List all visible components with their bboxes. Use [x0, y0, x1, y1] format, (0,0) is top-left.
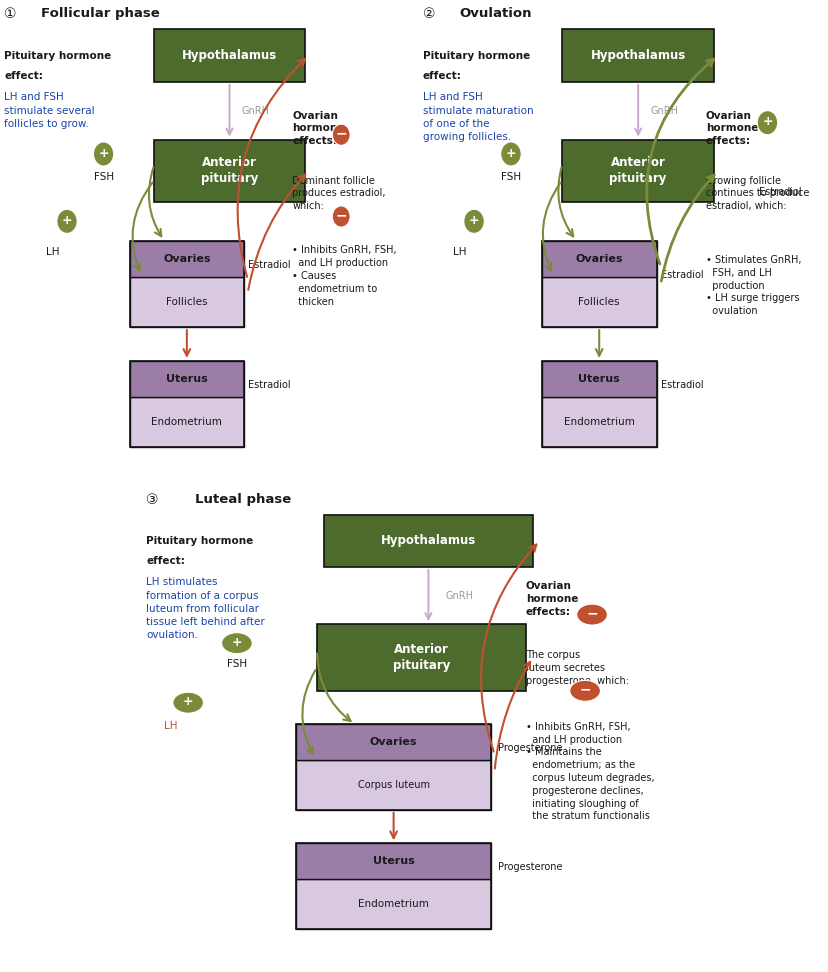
Text: Estradiol: Estradiol [660, 380, 702, 390]
Text: FSH: FSH [500, 172, 521, 183]
Text: Anterior
pituitary: Anterior pituitary [609, 156, 666, 186]
Circle shape [463, 209, 484, 233]
Circle shape [221, 633, 252, 653]
Text: Pituitary hormone: Pituitary hormone [4, 51, 111, 60]
Text: Uterus: Uterus [373, 856, 414, 866]
Text: Growing follicle
continues to produce
estradiol, which:: Growing follicle continues to produce es… [705, 176, 808, 211]
Text: Estradiol: Estradiol [248, 380, 290, 390]
Text: Anterior
pituitary: Anterior pituitary [392, 642, 450, 672]
Text: • Inhibits GnRH, FSH,
  and LH production
• Maintains the
  endometrium; as the
: • Inhibits GnRH, FSH, and LH production … [525, 722, 654, 821]
Text: LH stimulates
formation of a corpus
luteum from follicular
tissue left behind af: LH stimulates formation of a corpus lute… [147, 577, 265, 641]
Text: Hypothalamus: Hypothalamus [181, 49, 277, 62]
Text: Ovarian
hormone
effects:: Ovarian hormone effects: [292, 111, 344, 146]
Text: Ovaries: Ovaries [575, 254, 622, 263]
Text: LH: LH [46, 247, 60, 257]
Text: Dominant follicle
produces estradiol,
which:: Dominant follicle produces estradiol, wh… [292, 176, 386, 211]
Text: effect:: effect: [4, 71, 43, 81]
Text: FSH: FSH [94, 172, 113, 183]
Text: Uterus: Uterus [166, 374, 208, 384]
Text: Endometrium: Endometrium [563, 417, 634, 428]
FancyBboxPatch shape [154, 140, 304, 202]
FancyBboxPatch shape [130, 241, 243, 277]
Text: −: − [579, 683, 590, 697]
FancyBboxPatch shape [541, 361, 656, 398]
FancyBboxPatch shape [296, 880, 490, 929]
Text: FSH: FSH [227, 659, 247, 669]
Text: • Inhibits GnRH, FSH,
  and LH production
• Causes
  endometrium to
  thicken: • Inhibits GnRH, FSH, and LH production … [292, 245, 397, 306]
Text: Anterior
pituitary: Anterior pituitary [200, 156, 258, 186]
Circle shape [569, 680, 599, 701]
Text: The corpus
luteum secretes
progesterone, which:: The corpus luteum secretes progesterone,… [525, 650, 628, 686]
Text: +: + [61, 214, 72, 226]
FancyBboxPatch shape [561, 29, 713, 82]
FancyBboxPatch shape [130, 361, 243, 398]
Text: GnRH: GnRH [445, 591, 474, 601]
Circle shape [576, 605, 607, 625]
Text: Pituitary hormone: Pituitary hormone [147, 536, 253, 546]
FancyBboxPatch shape [296, 724, 490, 760]
Text: ③: ③ [147, 493, 159, 507]
Text: effect:: effect: [147, 556, 185, 566]
Text: Follicles: Follicles [578, 297, 619, 307]
Text: Luteal phase: Luteal phase [195, 493, 291, 506]
Circle shape [756, 111, 777, 135]
Text: Follicular phase: Follicular phase [41, 7, 159, 20]
Text: +: + [468, 214, 479, 226]
Text: GnRH: GnRH [650, 106, 677, 116]
Text: +: + [505, 147, 516, 159]
Text: LH and FSH
stimulate several
follicles to grow.: LH and FSH stimulate several follicles t… [4, 92, 94, 128]
Text: GnRH: GnRH [242, 106, 269, 116]
Text: LH: LH [452, 247, 466, 257]
Text: Estradiol: Estradiol [660, 270, 702, 280]
FancyBboxPatch shape [324, 514, 532, 567]
Text: Estradiol: Estradiol [758, 188, 801, 197]
FancyBboxPatch shape [541, 398, 656, 447]
Text: Ovaries: Ovaries [163, 254, 210, 263]
Text: −: − [585, 607, 597, 621]
FancyBboxPatch shape [541, 241, 656, 277]
Text: Progesterone: Progesterone [498, 862, 562, 872]
Text: Pituitary hormone: Pituitary hormone [422, 51, 529, 60]
Text: Endometrium: Endometrium [152, 417, 222, 428]
FancyBboxPatch shape [541, 277, 656, 328]
Circle shape [332, 124, 349, 145]
Text: • Stimulates GnRH,
  FSH, and LH
  production
• LH surge triggers
  ovulation: • Stimulates GnRH, FSH, and LH productio… [705, 255, 801, 316]
Text: −: − [335, 126, 347, 141]
Text: ②: ② [422, 7, 435, 21]
Text: effect:: effect: [422, 71, 461, 81]
FancyBboxPatch shape [154, 29, 304, 82]
Text: +: + [231, 636, 242, 648]
Text: ①: ① [4, 7, 17, 21]
Text: Ovarian
hormone
effects:: Ovarian hormone effects: [525, 581, 578, 617]
FancyBboxPatch shape [561, 140, 713, 202]
FancyBboxPatch shape [296, 760, 490, 810]
Circle shape [332, 206, 349, 227]
Text: LH: LH [164, 721, 177, 731]
Circle shape [173, 692, 203, 713]
Text: LH and FSH
stimulate maturation
of one of the
growing follicles.: LH and FSH stimulate maturation of one o… [422, 92, 532, 142]
Circle shape [500, 142, 521, 166]
Text: −: − [335, 209, 347, 223]
FancyBboxPatch shape [316, 624, 525, 691]
Text: Ovaries: Ovaries [369, 737, 416, 747]
Text: Corpus luteum: Corpus luteum [357, 780, 429, 790]
Text: Ovarian
hormone
effects:: Ovarian hormone effects: [705, 111, 758, 146]
FancyBboxPatch shape [130, 277, 243, 328]
Text: Hypothalamus: Hypothalamus [380, 535, 475, 547]
Text: Estradiol: Estradiol [248, 260, 290, 270]
Text: +: + [183, 695, 193, 709]
Text: Follicles: Follicles [166, 297, 207, 307]
Text: Ovulation: Ovulation [459, 7, 532, 20]
Text: +: + [99, 147, 108, 159]
FancyBboxPatch shape [130, 398, 243, 447]
Text: Endometrium: Endometrium [358, 899, 429, 909]
Circle shape [57, 209, 77, 233]
Text: Hypothalamus: Hypothalamus [590, 49, 685, 62]
Text: +: + [761, 116, 772, 128]
FancyBboxPatch shape [296, 843, 490, 880]
Circle shape [94, 142, 113, 166]
Text: Uterus: Uterus [578, 374, 619, 384]
Text: Progesterone: Progesterone [498, 744, 562, 753]
